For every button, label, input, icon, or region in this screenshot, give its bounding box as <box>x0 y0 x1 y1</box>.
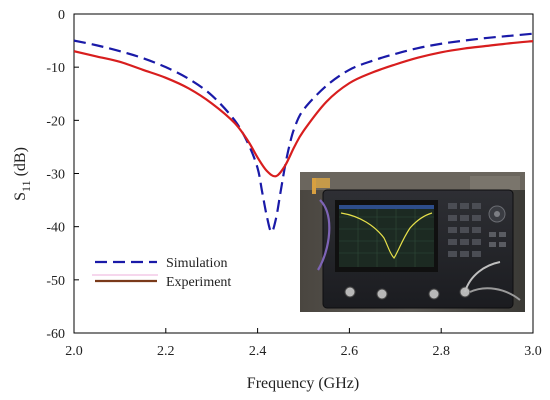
y-tick-label: -40 <box>46 221 65 236</box>
y-axis-label: S11 (dB) <box>12 147 33 201</box>
series-line-experiment <box>74 40 533 178</box>
vna-photo-inset <box>300 172 525 312</box>
x-tick-label: 2.6 <box>341 344 359 359</box>
y-tick-label: -60 <box>46 327 65 342</box>
legend: Simulation Experiment <box>92 256 231 290</box>
y-tick-label: -30 <box>46 168 65 183</box>
series-group <box>74 32 533 234</box>
svg-text:S11 (dB): S11 (dB) <box>12 147 33 201</box>
y-tick-label: -50 <box>46 274 65 289</box>
y-axis-label-main: S <box>12 192 29 201</box>
y-tick-labels: 0 -10 -20 -30 -40 -50 -60 <box>46 8 65 342</box>
x-tick-label: 2.2 <box>157 344 175 359</box>
legend-label-experiment: Experiment <box>166 275 231 290</box>
x-tick-label: 2.4 <box>249 344 267 359</box>
x-tick-label: 3.0 <box>524 344 542 359</box>
axis-ticks <box>73 13 534 334</box>
y-tick-label: -20 <box>46 114 65 129</box>
y-tick-label: -10 <box>46 61 65 76</box>
y-tick-label: 0 <box>58 8 65 23</box>
x-tick-label: 2.0 <box>65 344 83 359</box>
series-line-simulation <box>74 32 533 234</box>
legend-label-simulation: Simulation <box>166 256 227 271</box>
x-tick-labels: 2.0 2.2 2.4 2.6 2.8 3.0 <box>65 344 542 359</box>
x-tick-label: 2.8 <box>432 344 450 359</box>
x-axis-label: Frequency (GHz) <box>247 375 359 392</box>
y-axis-label-unit: (dB) <box>12 147 29 180</box>
y-axis-label-sub: 11 <box>19 180 33 192</box>
